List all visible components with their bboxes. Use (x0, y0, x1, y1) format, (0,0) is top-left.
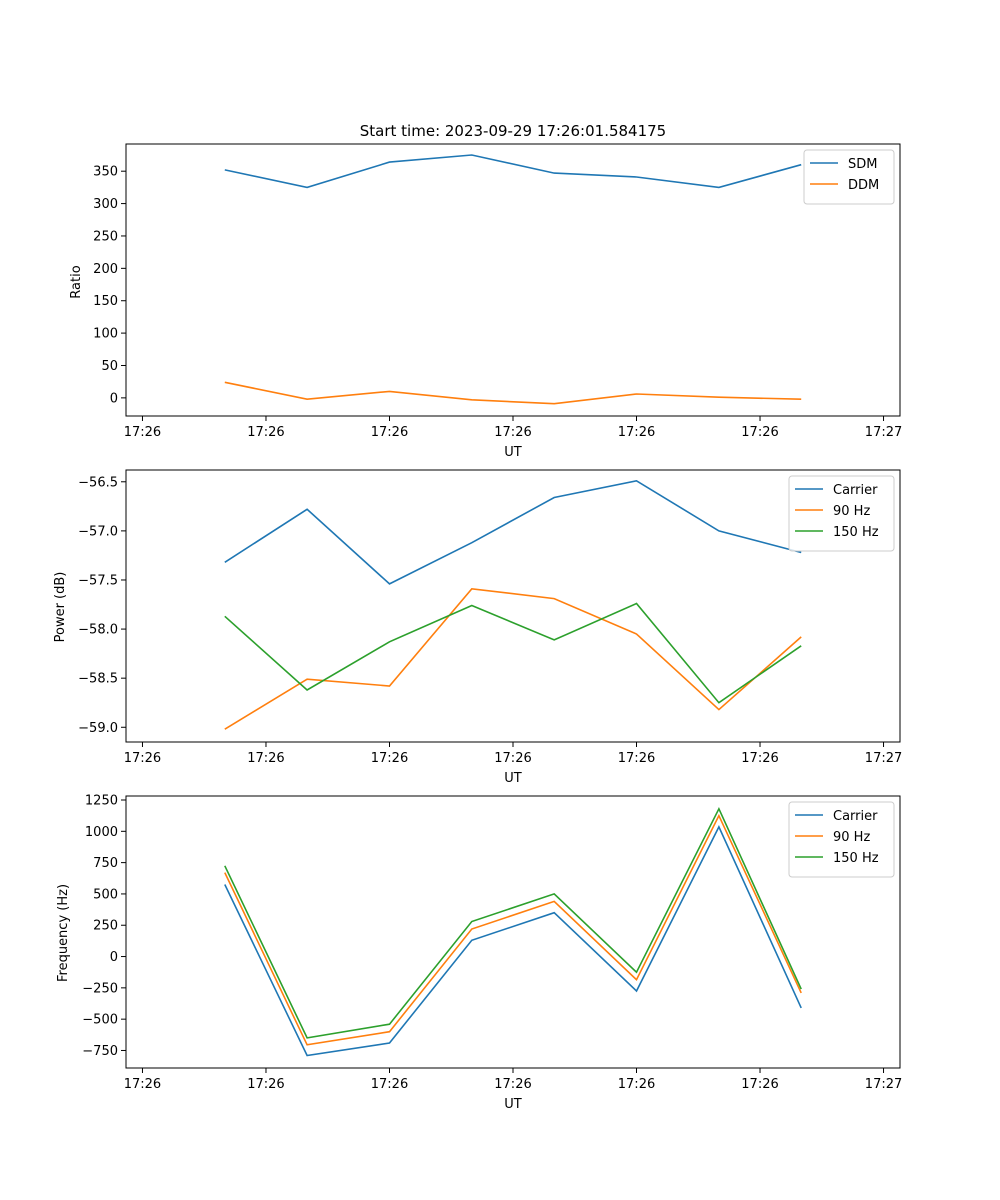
frequency-panel: UT Frequency (Hz) 17:26 17:26 17:26 17:26 17… (56, 794, 902, 1112)
x-tick-label: 17:26 (494, 425, 531, 440)
legend-label: 150 Hz (833, 525, 879, 540)
y-axis-label: Frequency (Hz) (56, 884, 71, 982)
y-tick-label: 350 (93, 165, 118, 180)
x-tick-label: 17:26 (247, 425, 284, 440)
y-tick-label: 1000 (85, 825, 118, 840)
legend-box (788, 801, 895, 878)
y-tick-label: 50 (101, 359, 118, 374)
x-tick-label: 17:26 (741, 425, 778, 440)
x-axis-label: UT (504, 1097, 522, 1112)
y-tick-label: 1250 (85, 794, 118, 809)
series-line-sdm (224, 154, 802, 189)
series-line-150-hz (224, 806, 802, 1039)
y-tick-label: −57.5 (78, 573, 118, 588)
y-axis-label: Ratio (69, 265, 84, 298)
y-tick-label: 250 (93, 919, 118, 934)
y-tick-label: 500 (93, 887, 118, 902)
series-line-90-hz (224, 587, 802, 730)
y-tick-label: −500 (82, 1013, 118, 1028)
x-tick-label: 17:26 (618, 1077, 655, 1092)
y-tick-label: −250 (82, 981, 118, 996)
legend-label: Carrier (833, 483, 878, 498)
x-tick-label: 17:26 (124, 751, 161, 766)
legend-label: 150 Hz (833, 851, 879, 866)
legend: SDM DDM (803, 149, 895, 205)
x-tick-label: 17:26 (371, 751, 408, 766)
x-tick-label: 17:26 (618, 751, 655, 766)
x-tick-label: 17:26 (247, 1077, 284, 1092)
x-tick-label: 17:27 (865, 1077, 902, 1092)
legend-box (788, 475, 895, 552)
x-tick-label: 17:27 (865, 751, 902, 766)
y-tick-label: −750 (82, 1044, 118, 1059)
axes-frame (125, 143, 901, 417)
series-line-carrier (224, 825, 802, 1057)
y-tick-label: −56.5 (78, 475, 118, 490)
axes-frame (125, 469, 901, 743)
series-line-ddm (224, 381, 802, 405)
x-tick-label: 17:26 (371, 425, 408, 440)
x-tick-label: 17:27 (865, 425, 902, 440)
y-tick-label: 0 (110, 950, 118, 965)
x-tick-label: 17:26 (371, 1077, 408, 1092)
series-line-90-hz (224, 813, 802, 1046)
y-tick-label: 200 (93, 262, 118, 277)
legend: Carrier 90 Hz 150 Hz (788, 801, 895, 878)
x-tick-label: 17:26 (494, 751, 531, 766)
y-tick-label: 0 (110, 391, 118, 406)
legend-label: 90 Hz (833, 830, 870, 845)
y-tick-label: −59.0 (78, 721, 118, 736)
legend-label: Carrier (833, 809, 878, 824)
legend-label: 90 Hz (833, 504, 870, 519)
legend-label: DDM (848, 178, 879, 193)
legend: Carrier 90 Hz 150 Hz (788, 475, 895, 552)
series-line-150-hz (224, 602, 802, 704)
x-axis-label: UT (504, 771, 522, 786)
ratio-panel: Start time: 2023-09-29 17:26:01.584175 U… (69, 122, 902, 460)
x-axis-label: UT (504, 445, 522, 460)
y-tick-label: 100 (93, 327, 118, 342)
y-tick-label: −58.5 (78, 672, 118, 687)
y-tick-label: −57.0 (78, 524, 118, 539)
y-tick-label: 150 (93, 294, 118, 309)
x-tick-label: 17:26 (618, 425, 655, 440)
axes-frame (125, 795, 901, 1069)
series-line-carrier (224, 479, 802, 585)
x-tick-label: 17:26 (741, 751, 778, 766)
x-tick-label: 17:26 (124, 425, 161, 440)
power-panel: UT Power (dB) 17:26 17:26 17:26 17:26 17:26 1… (53, 469, 902, 786)
x-tick-label: 17:26 (494, 1077, 531, 1092)
chart-title: Start time: 2023-09-29 17:26:01.584175 (360, 122, 666, 140)
y-tick-label: −58.0 (78, 623, 118, 638)
x-tick-label: 17:26 (124, 1077, 161, 1092)
y-tick-label: 750 (93, 856, 118, 871)
y-axis-label: Power (dB) (53, 572, 68, 643)
legend-label: SDM (848, 157, 877, 172)
x-tick-label: 17:26 (741, 1077, 778, 1092)
y-tick-label: 250 (93, 229, 118, 244)
y-tick-label: 300 (93, 197, 118, 212)
x-tick-label: 17:26 (247, 751, 284, 766)
